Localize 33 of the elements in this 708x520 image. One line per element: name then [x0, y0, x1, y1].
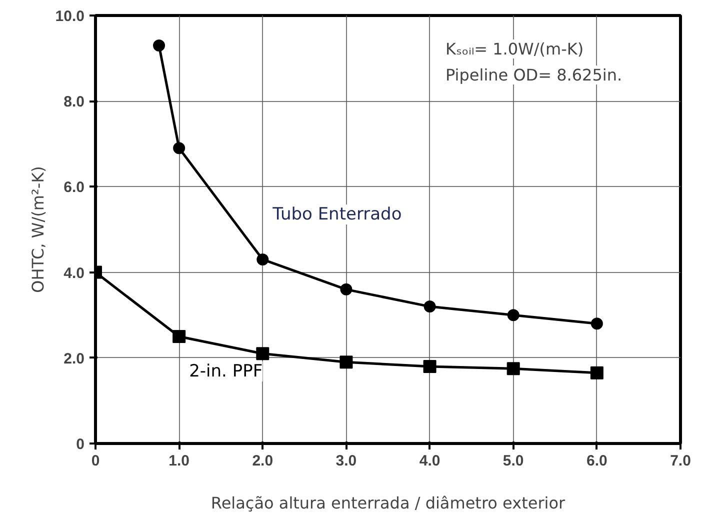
- x-tick-label: 4.0: [419, 452, 440, 470]
- point: [507, 309, 520, 322]
- point: [172, 330, 186, 343]
- point: [506, 362, 520, 376]
- y-tick-label: 8.0: [64, 94, 85, 111]
- x-tick-label: 6.0: [586, 452, 608, 470]
- y-tick-label: 0: [76, 436, 84, 453]
- x-tick-label: 7.0: [670, 452, 691, 470]
- annotation: Pipeline OD= 8.625in.: [446, 66, 622, 84]
- series-label: 2-in. PPF: [189, 362, 263, 382]
- x-tick-label: 0: [91, 452, 100, 470]
- y-axis-title: OHTC, W/(m²-K): [28, 166, 48, 293]
- annotation: Kₛₒᵢₗ= 1.0W/(m-K): [446, 40, 584, 58]
- y-tick-label: 6.0: [64, 179, 85, 196]
- point: [340, 283, 352, 296]
- point: [256, 347, 270, 360]
- y-tick-label: 2.0: [64, 350, 85, 368]
- series-label: Tubo Enterrado: [272, 204, 402, 224]
- point: [153, 39, 166, 52]
- point: [590, 366, 604, 380]
- y-tick-label: 10.0: [55, 8, 85, 25]
- point: [256, 253, 269, 266]
- point: [423, 360, 436, 373]
- point: [173, 142, 186, 154]
- x-tick-label: 3.0: [336, 452, 357, 470]
- x-tick-label: 2.0: [252, 452, 274, 470]
- point: [590, 318, 603, 330]
- x-axis-title: Relação altura enterrada / diâmetro exterior: [210, 494, 566, 512]
- x-tick-label: 1.0: [168, 452, 190, 470]
- point: [424, 300, 436, 313]
- y-tick-label: 4.0: [64, 264, 85, 282]
- point: [340, 356, 353, 369]
- x-tick-label: 5.0: [502, 452, 524, 470]
